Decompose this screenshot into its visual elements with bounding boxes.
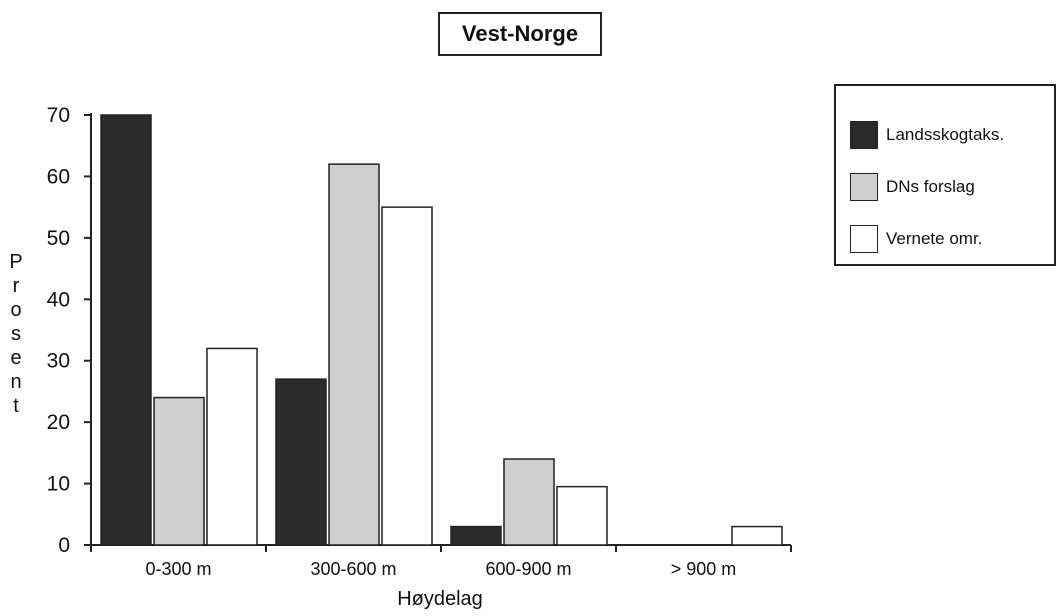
y-tick-label: 70 bbox=[47, 104, 70, 127]
y-tick-label: 10 bbox=[47, 473, 70, 496]
x-axis: 0-300 m 300-600 m 600-900 m > 900 m bbox=[90, 544, 792, 579]
legend-label-landsskogtaks: Landsskogtaks. bbox=[886, 125, 1005, 144]
bar-vernete-omr--3 bbox=[731, 525, 783, 546]
x-tick-label: 600-900 m bbox=[485, 559, 571, 579]
legend-swatch-dns-forslag bbox=[850, 173, 878, 201]
y-axis: 0 10 20 30 40 50 60 70 bbox=[47, 104, 92, 557]
legend-item-vernete-omr: Vernete omr. bbox=[850, 224, 982, 254]
y-axis-label-letter: n bbox=[10, 371, 22, 393]
bar-landsskogtaks--1 bbox=[275, 378, 327, 546]
y-tick-label: 40 bbox=[47, 288, 70, 311]
bar-vernete-omr--2 bbox=[556, 485, 608, 546]
y-axis-label-letter: s bbox=[11, 323, 21, 345]
bar-dns-forslag-0 bbox=[153, 396, 205, 546]
bar-landsskogtaks--0 bbox=[100, 114, 152, 546]
legend-item-dns-forslag: DNs forslag bbox=[850, 172, 975, 202]
legend-swatch-vernete-omr bbox=[850, 225, 878, 253]
legend-label-vernete-omr: Vernete omr. bbox=[886, 229, 983, 248]
y-axis-label-letter: o bbox=[10, 299, 22, 321]
legend-label-dns-forslag: DNs forslag bbox=[886, 177, 975, 196]
chart-title: Vest-Norge bbox=[438, 12, 602, 56]
x-tick-label: 300-600 m bbox=[310, 559, 396, 579]
bar-dns-forslag-1 bbox=[328, 163, 380, 546]
y-axis-label-letter: e bbox=[10, 347, 22, 369]
bar-dns-forslag-2 bbox=[503, 458, 555, 546]
bar-vernete-omr--1 bbox=[381, 206, 433, 546]
y-tick-label: 30 bbox=[47, 350, 70, 373]
x-axis-label: Høydelag bbox=[397, 588, 483, 610]
legend-swatch-landsskogtaks bbox=[850, 121, 878, 149]
y-tick-label: 60 bbox=[47, 165, 70, 188]
x-tick-label: 0-300 m bbox=[145, 559, 211, 579]
y-axis-label-letter: t bbox=[13, 395, 19, 417]
bars bbox=[100, 114, 783, 546]
y-axis-label-letter: P bbox=[9, 251, 23, 273]
chart-title-text: Vest-Norge bbox=[461, 21, 579, 46]
y-tick-label: 20 bbox=[47, 411, 70, 434]
y-tick-label: 0 bbox=[58, 534, 70, 557]
legend-item-landsskogtaks: Landsskogtaks. bbox=[850, 120, 1004, 150]
x-tick-label: > 900 m bbox=[671, 559, 737, 579]
bar-vernete-omr--0 bbox=[206, 347, 258, 546]
legend: Landsskogtaks. DNs forslag Vernete omr. bbox=[834, 84, 1056, 266]
y-axis-label-letter: r bbox=[12, 275, 20, 297]
bar-landsskogtaks--2 bbox=[450, 525, 502, 546]
y-tick-label: 50 bbox=[47, 227, 70, 250]
